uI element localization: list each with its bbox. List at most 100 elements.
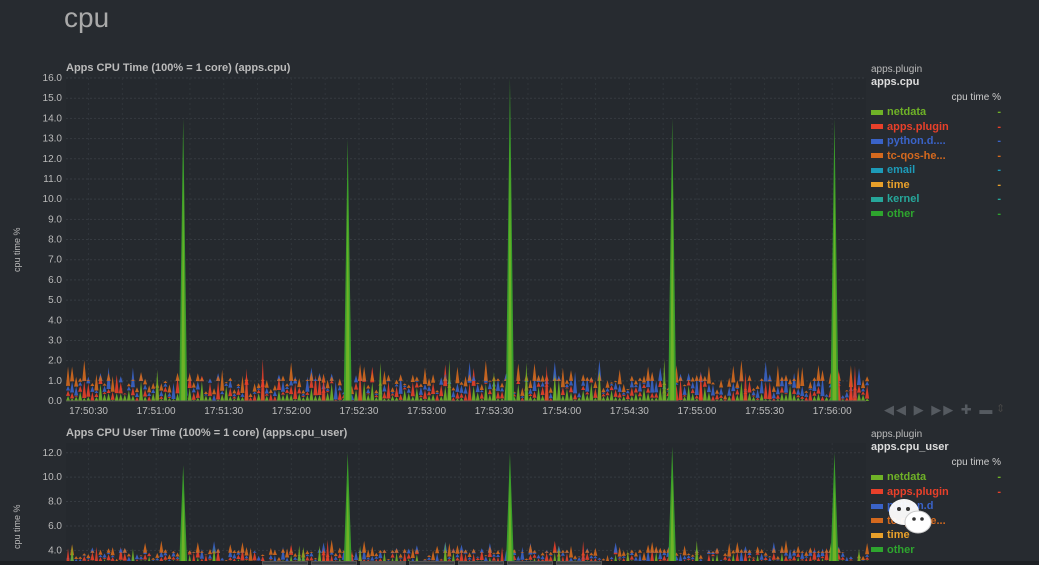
area-segment — [694, 540, 699, 565]
area-segment — [276, 374, 281, 381]
legend-item[interactable]: apps.plugin - — [871, 120, 1006, 135]
resize-handle-icon[interactable]: ⇕ — [996, 403, 1006, 415]
area-segment — [370, 556, 375, 561]
bottom-tab[interactable] — [262, 561, 308, 565]
legend-item[interactable]: time — [871, 528, 1006, 543]
area-segment — [134, 392, 140, 398]
y-tick-label: 1.0 — [48, 376, 62, 387]
area-segment — [824, 393, 829, 397]
area-segment — [66, 390, 71, 396]
area-segment — [548, 551, 553, 555]
area-segment — [686, 555, 691, 559]
area-segment — [285, 386, 290, 389]
y-tick-label: 14.0 — [43, 113, 63, 124]
area-segment — [309, 372, 314, 381]
area-segment — [739, 360, 744, 381]
area-segment — [471, 385, 476, 401]
zoom-in-icon[interactable]: ✚ — [960, 402, 974, 417]
legend-item[interactable]: python.d.... - — [871, 134, 1006, 149]
area-segment — [581, 374, 586, 381]
area-segment — [658, 547, 663, 553]
legend-item[interactable]: tc-qos-he... - — [871, 149, 1006, 164]
legend-item[interactable]: email - — [871, 163, 1006, 178]
chart-legend: apps.plugin apps.cpu cpu time % netdata -… — [871, 64, 1006, 221]
area-segment — [528, 393, 533, 397]
area-segment — [865, 398, 870, 401]
fast-forward-icon[interactable]: ▶▶ — [931, 402, 956, 417]
area-segment — [398, 553, 403, 558]
bottom-tab[interactable] — [409, 561, 455, 565]
area-segment — [195, 389, 200, 398]
area-segment — [163, 380, 168, 383]
area-segment — [601, 393, 606, 397]
legend-item[interactable]: netdata - — [871, 105, 1006, 120]
area-segment — [568, 379, 574, 386]
area-segment — [491, 553, 496, 557]
area-segment — [715, 389, 720, 394]
legend-item[interactable]: netdata - — [871, 470, 1006, 485]
area-segment — [467, 382, 472, 401]
area-segment — [293, 556, 298, 560]
area-segment — [662, 358, 667, 401]
area-segment — [130, 387, 135, 396]
area-segment — [207, 378, 213, 383]
play-icon[interactable]: ▶ — [913, 402, 926, 417]
area-segment — [650, 372, 655, 393]
bottom-tab[interactable] — [507, 561, 553, 565]
area-segment — [134, 387, 140, 393]
bottom-tab[interactable] — [458, 561, 504, 565]
area-segment — [658, 559, 663, 562]
area-segment — [143, 542, 148, 553]
area-segment — [796, 388, 801, 395]
area-segment — [804, 392, 809, 397]
legend-series-value: - — [997, 106, 1001, 118]
bottom-tab[interactable] — [556, 561, 602, 565]
legend-item[interactable]: other — [871, 543, 1006, 558]
area-segment — [191, 392, 196, 400]
area-segment — [861, 559, 866, 561]
area-segment — [362, 546, 367, 560]
area-segment — [70, 398, 75, 401]
area-segment — [792, 550, 797, 553]
area-segment — [435, 545, 440, 554]
chart-plot[interactable]: 16.0 15.0 14.0 13.0 12.0 11.0 10.0 9.0 8.0 7.0 6.0… — [0, 0, 870, 425]
spike-mark — [507, 482, 512, 565]
area-segment — [317, 395, 322, 401]
area-segment — [678, 553, 683, 563]
chat-bubble-icon[interactable] — [887, 497, 933, 537]
area-segment — [126, 556, 131, 562]
area-segment — [203, 395, 208, 401]
legend-swatch — [871, 503, 883, 509]
area-segment — [207, 395, 213, 401]
area-segment — [159, 540, 164, 553]
area-segment — [800, 396, 805, 399]
y-tick-label: 10.0 — [43, 194, 63, 205]
area-segment — [264, 395, 269, 401]
area-segment — [593, 380, 598, 389]
chart-plot[interactable]: 12.0 10.0 8.0 6.0 4.0 — [0, 0, 870, 565]
area-segment — [520, 397, 525, 401]
area-segment — [540, 555, 545, 560]
area-segment — [143, 396, 148, 401]
area-segment — [581, 385, 586, 390]
area-segment — [78, 381, 83, 386]
area-segment — [788, 378, 793, 385]
area-segment — [305, 376, 310, 392]
area-segment — [650, 397, 655, 401]
area-segment — [719, 387, 724, 395]
area-segment — [771, 398, 776, 401]
area-segment — [495, 379, 501, 391]
zoom-out-icon[interactable]: ▬ — [979, 402, 995, 417]
area-segment — [386, 558, 391, 560]
area-segment — [207, 382, 213, 396]
area-segment — [431, 382, 436, 395]
rewind-icon[interactable]: ◀◀ — [884, 402, 908, 417]
area-segment — [102, 557, 107, 559]
legend-item[interactable]: apps.plugin - — [871, 485, 1006, 500]
legend-item[interactable]: time - — [871, 178, 1006, 193]
bottom-tab[interactable] — [311, 561, 357, 565]
legend-item[interactable]: other - — [871, 207, 1006, 222]
bottom-tab[interactable] — [360, 561, 406, 565]
legend-item[interactable]: kernel - — [871, 192, 1006, 207]
area-segment — [690, 393, 695, 401]
